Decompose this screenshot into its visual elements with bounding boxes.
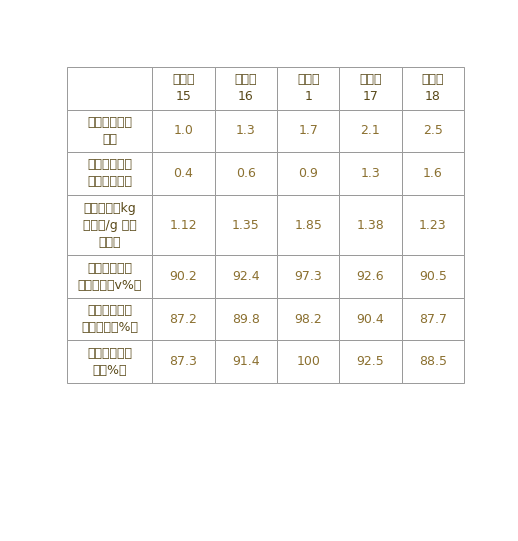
Bar <box>277 195 339 255</box>
Bar <box>67 152 152 195</box>
Bar <box>67 67 152 110</box>
Text: 实施例
17: 实施例 17 <box>359 74 382 103</box>
Text: 1.3: 1.3 <box>236 124 256 137</box>
Bar <box>214 340 277 383</box>
Text: 87.3: 87.3 <box>169 355 197 368</box>
Text: 二月桂酸二丁
基锡加入比例: 二月桂酸二丁 基锡加入比例 <box>87 159 132 188</box>
Bar <box>277 255 339 298</box>
Bar <box>214 255 277 298</box>
Text: 97.3: 97.3 <box>294 270 322 283</box>
Text: 四氯化锡加入
比例: 四氯化锡加入 比例 <box>87 116 132 146</box>
Text: 87.2: 87.2 <box>169 313 197 326</box>
Bar <box>277 67 339 110</box>
Bar <box>214 67 277 110</box>
Text: 实施例
15: 实施例 15 <box>172 74 195 103</box>
Text: 粗产物中氯乙
烯的收率（%）: 粗产物中氯乙 烯的收率（%） <box>81 304 138 334</box>
Bar <box>67 110 152 152</box>
Text: 0.9: 0.9 <box>298 167 318 180</box>
Text: 98.2: 98.2 <box>294 313 322 326</box>
Bar <box>401 195 464 255</box>
Text: 100: 100 <box>296 355 320 368</box>
Bar <box>401 67 464 110</box>
Bar <box>339 255 401 298</box>
Text: 实施例
16: 实施例 16 <box>235 74 257 103</box>
Text: 92.6: 92.6 <box>356 270 384 283</box>
Text: 2.1: 2.1 <box>361 124 380 137</box>
Text: 氯乙烯的选择
性（%）: 氯乙烯的选择 性（%） <box>87 347 132 377</box>
Bar <box>214 110 277 152</box>
Text: 2.5: 2.5 <box>423 124 443 137</box>
Bar <box>339 110 401 152</box>
Bar <box>152 110 214 152</box>
Bar <box>401 152 464 195</box>
Text: 1.23: 1.23 <box>419 219 447 232</box>
Text: 1.12: 1.12 <box>170 219 197 232</box>
Bar <box>401 298 464 340</box>
Bar <box>339 67 401 110</box>
Bar <box>339 298 401 340</box>
Text: 1.35: 1.35 <box>232 219 260 232</box>
Text: 90.5: 90.5 <box>419 270 447 283</box>
Text: 1.85: 1.85 <box>294 219 322 232</box>
Bar <box>339 340 401 383</box>
Text: 89.8: 89.8 <box>232 313 260 326</box>
Bar <box>339 152 401 195</box>
Bar <box>152 195 214 255</box>
Bar <box>67 195 152 255</box>
Text: 1.7: 1.7 <box>298 124 318 137</box>
Text: 88.5: 88.5 <box>419 355 447 368</box>
Bar <box>214 298 277 340</box>
Bar <box>214 195 277 255</box>
Bar <box>401 110 464 152</box>
Text: 1.6: 1.6 <box>423 167 442 180</box>
Bar <box>152 67 214 110</box>
Bar <box>401 340 464 383</box>
Text: 0.4: 0.4 <box>174 167 194 180</box>
Bar <box>214 152 277 195</box>
Text: 91.4: 91.4 <box>232 355 260 368</box>
Text: 粗产物中氯乙
烯的纯度（v%）: 粗产物中氯乙 烯的纯度（v%） <box>78 262 142 292</box>
Text: 催化活性（kg
氯乙烯/g 无汞
触媒）: 催化活性（kg 氯乙烯/g 无汞 触媒） <box>83 201 137 248</box>
Bar <box>67 340 152 383</box>
Bar <box>277 110 339 152</box>
Text: 92.4: 92.4 <box>232 270 260 283</box>
Bar <box>277 298 339 340</box>
Bar <box>152 255 214 298</box>
Bar <box>277 340 339 383</box>
Bar <box>339 195 401 255</box>
Text: 92.5: 92.5 <box>356 355 384 368</box>
Text: 1.3: 1.3 <box>361 167 380 180</box>
Bar <box>152 298 214 340</box>
Text: 实施例
1: 实施例 1 <box>297 74 320 103</box>
Bar <box>277 152 339 195</box>
Text: 90.2: 90.2 <box>170 270 197 283</box>
Text: 90.4: 90.4 <box>356 313 384 326</box>
Text: 87.7: 87.7 <box>419 313 447 326</box>
Bar <box>67 298 152 340</box>
Bar <box>152 340 214 383</box>
Bar <box>67 255 152 298</box>
Text: 1.38: 1.38 <box>356 219 384 232</box>
Bar <box>401 255 464 298</box>
Bar <box>152 152 214 195</box>
Text: 实施例
18: 实施例 18 <box>422 74 444 103</box>
Text: 0.6: 0.6 <box>236 167 256 180</box>
Text: 1.0: 1.0 <box>174 124 194 137</box>
